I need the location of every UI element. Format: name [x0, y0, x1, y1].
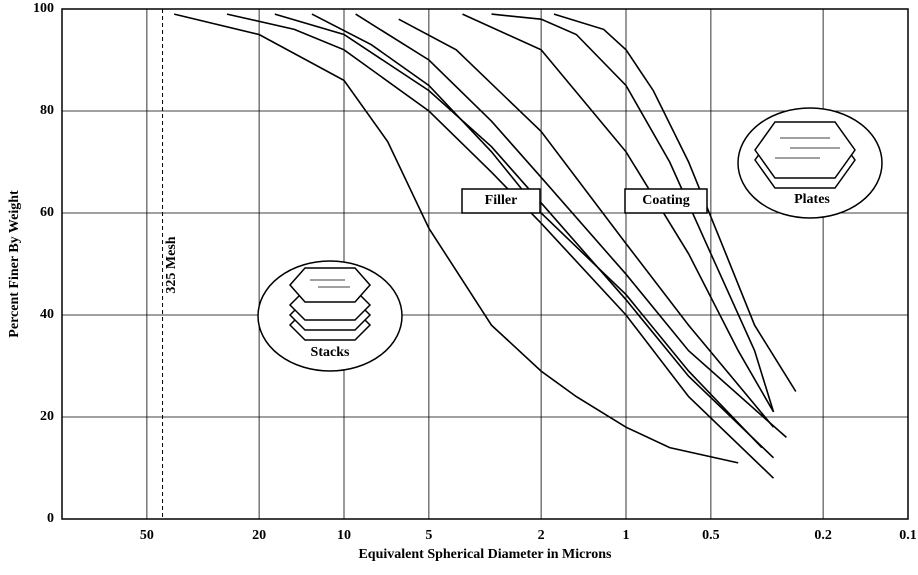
x-axis-title: Equivalent Spherical Diameter in Microns	[358, 547, 612, 562]
curve	[227, 14, 774, 478]
x-tick-label: 0.1	[899, 528, 917, 543]
x-tick-label: 0.2	[814, 528, 832, 543]
plot-frame	[62, 9, 908, 519]
y-tick-label: 40	[40, 307, 54, 322]
annotation: Filler	[485, 193, 518, 208]
y-tick-label: 20	[40, 409, 54, 424]
curve	[399, 19, 774, 427]
y-tick-label: 60	[40, 205, 54, 220]
chart: Equivalent Spherical Diameter in Microns…	[0, 0, 918, 570]
x-tick-label: 10	[337, 528, 351, 543]
x-tick-label: 20	[252, 528, 266, 543]
y-tick-label: 80	[40, 103, 54, 118]
y-axis-title: Percent Finer By Weight	[7, 190, 22, 338]
y-tick-label: 0	[47, 511, 54, 526]
x-tick-label: 50	[140, 528, 154, 543]
x-tick-label: 2	[538, 528, 545, 543]
annotation: Stacks	[311, 345, 350, 360]
annotation: Coating	[642, 193, 689, 208]
plot-area: 0 20 40 60 80 100 50 20 10 5 2 1 0.5 0.2 0.1 325 Mesh	[33, 1, 917, 543]
x-tick-label: 0.5	[702, 528, 720, 543]
x-tick-label: 5	[425, 528, 432, 543]
annotation: Plates	[794, 192, 830, 207]
x-tick-label: 1	[623, 528, 630, 543]
curve	[275, 14, 774, 458]
mesh-label: 325 Mesh	[164, 236, 179, 293]
y-tick-label: 100	[33, 1, 54, 16]
curve	[356, 14, 787, 437]
